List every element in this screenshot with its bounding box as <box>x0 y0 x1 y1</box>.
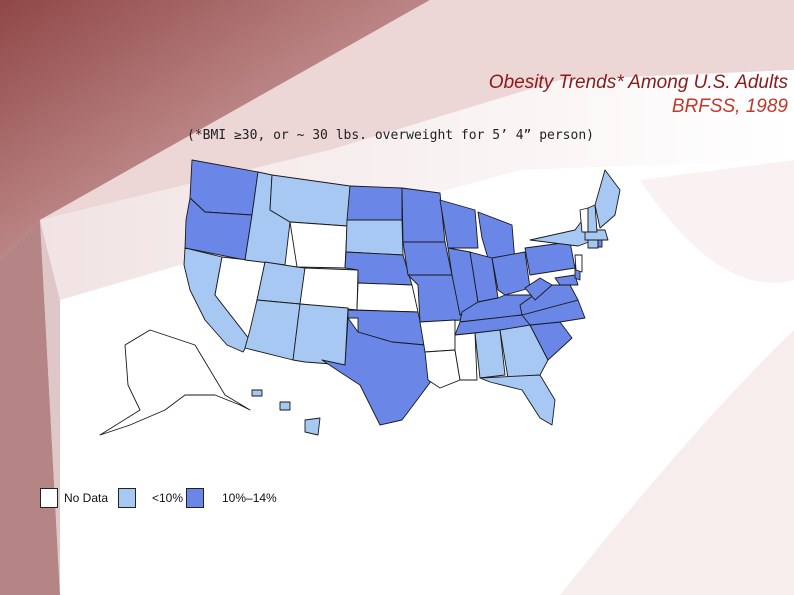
legend-label-10-14: 10%–14% <box>222 491 277 505</box>
state-ak <box>99 329 251 436</box>
state-ia <box>402 241 453 276</box>
state-nh <box>587 204 598 233</box>
state-ks <box>356 282 419 313</box>
state-wv <box>524 277 553 301</box>
state-sd <box>345 219 404 256</box>
state-oh <box>491 251 531 296</box>
legend-swatch-10-14 <box>186 488 204 508</box>
state-ar <box>419 319 456 353</box>
state-ut <box>256 261 306 305</box>
state-wi <box>439 199 479 249</box>
state-hi-1 <box>279 401 291 411</box>
state-nd <box>346 185 403 221</box>
state-mn <box>401 187 446 246</box>
state-md <box>554 274 579 286</box>
state-fl <box>479 374 556 426</box>
bmi-note: (*BMI ≥30, or ~ 30 lbs. overweight for 5… <box>187 128 594 143</box>
map-subtitle: BRFSS, 1989 <box>671 96 788 117</box>
state-nj <box>574 254 583 273</box>
state-la <box>424 349 461 389</box>
legend-label-lt10: <10% <box>152 491 184 505</box>
legend-swatch-no-data <box>40 488 58 508</box>
state-wa <box>189 159 259 216</box>
state-ri <box>597 239 603 248</box>
state-az <box>244 299 301 361</box>
state-ct <box>587 239 599 249</box>
state-pa <box>524 241 576 276</box>
map-title: Obesity Trends* Among U.S. Adults <box>488 72 788 93</box>
state-me <box>594 169 621 229</box>
state-al <box>474 329 506 379</box>
legend-swatch-lt10 <box>118 488 136 508</box>
state-ms <box>454 332 478 381</box>
state-co <box>299 267 359 311</box>
state-hi-2 <box>304 417 321 436</box>
state-ga <box>499 324 549 379</box>
state-hi-0 <box>251 389 263 397</box>
state-tx <box>321 317 433 426</box>
state-wy <box>289 221 348 269</box>
legend-label-no-data: No Data <box>64 491 109 505</box>
state-ma <box>584 229 609 241</box>
state-nm <box>292 303 349 366</box>
